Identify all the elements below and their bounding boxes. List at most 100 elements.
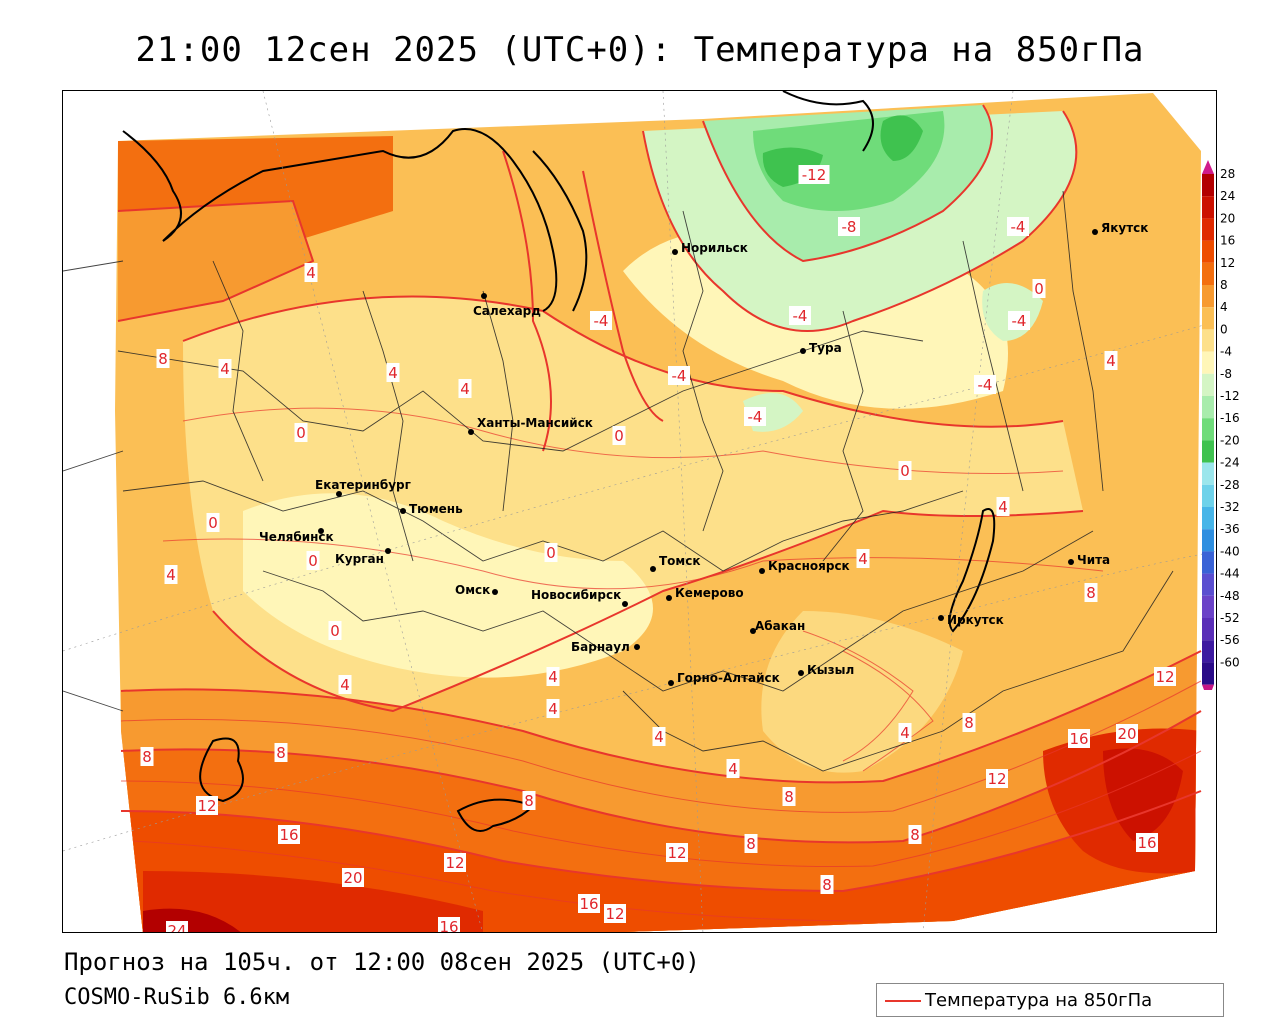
svg-text:8: 8 (910, 826, 920, 844)
isotherm-label: 4 (304, 263, 318, 282)
city-marker[interactable]: Челябинск (259, 528, 334, 544)
isotherm-label: -4 (1008, 311, 1030, 330)
svg-text:16: 16 (579, 895, 598, 913)
isotherm-label: 0 (206, 513, 220, 532)
city-marker[interactable]: Якутск (1092, 221, 1148, 235)
svg-text:-8: -8 (842, 218, 857, 236)
colorbar-tick-label: -44 (1220, 567, 1240, 581)
colorbar-tick-label: -32 (1220, 500, 1240, 514)
city-marker[interactable]: Курган (335, 548, 391, 566)
colorbar-cell (1202, 218, 1214, 241)
isotherm-label: 4 (898, 723, 912, 742)
colorbar-tick-label: 0 (1220, 322, 1228, 336)
colorbar-cell (1202, 551, 1214, 574)
isotherm-label: 0 (544, 543, 558, 562)
city-label: Чита (1077, 553, 1110, 567)
city-marker[interactable]: Кемерово (666, 586, 744, 601)
isotherm-label: 4 (218, 359, 232, 378)
model-name: COSMO-RuSib 6.6км (64, 985, 290, 1010)
city-marker[interactable]: Красноярск (759, 559, 850, 574)
isotherm-label: 16 (278, 825, 300, 844)
svg-text:-4: -4 (594, 312, 609, 330)
city-label: Якутск (1101, 221, 1148, 235)
svg-text:4: 4 (340, 676, 350, 694)
city-marker[interactable]: Абакан (750, 619, 805, 634)
svg-text:4: 4 (548, 700, 558, 718)
city-marker[interactable]: Ханты-Мансийск (468, 416, 593, 435)
isotherm-label: -12 (798, 165, 830, 184)
isotherm-label: 4 (164, 565, 178, 584)
city-marker[interactable]: Норильск (672, 241, 748, 255)
isotherm-label: 16 (1136, 833, 1158, 852)
colorbar-cell (1202, 285, 1214, 308)
isotherm-label: 12 (666, 843, 688, 862)
city-marker[interactable]: Чита (1068, 553, 1110, 567)
svg-text:8: 8 (964, 714, 974, 732)
city-marker[interactable]: Горно-Алтайск (668, 671, 780, 686)
city-marker[interactable]: Иркутск (938, 613, 1004, 627)
isotherm-thin-contours (120, 407, 1202, 922)
temperature-map[interactable]: Салехард Норильск Якутск Тура Ханты-Манс… (62, 90, 1217, 933)
colorbar-cell (1202, 307, 1214, 330)
svg-text:0: 0 (900, 462, 910, 480)
city-label: Барнаул (571, 640, 630, 654)
city-marker[interactable]: Барнаул (571, 640, 640, 654)
isotherm-label: 12 (1154, 667, 1176, 686)
colorbar-tick-label: 20 (1220, 211, 1235, 225)
colorbar-cell (1202, 484, 1214, 507)
isotherm-label: 4 (458, 379, 472, 398)
isotherm-label: 20 (1116, 724, 1138, 743)
svg-text:8: 8 (524, 792, 534, 810)
isotherm-label: 4 (996, 497, 1010, 516)
isotherm-label: 0 (898, 461, 912, 480)
city-marker[interactable]: Томск (650, 554, 701, 572)
city-label: Томск (659, 554, 701, 568)
legend-line-swatch (885, 1000, 921, 1002)
city-label: Горно-Алтайск (677, 671, 780, 685)
svg-text:12: 12 (667, 844, 686, 862)
city-label: Тюмень (409, 502, 463, 516)
svg-text:0: 0 (1034, 280, 1044, 298)
isotherm-label: 4 (856, 549, 870, 568)
city-label: Красноярск (768, 559, 850, 573)
svg-text:12: 12 (445, 854, 464, 872)
city-marker[interactable]: Салехард (473, 293, 541, 318)
city-marker[interactable]: Тура (800, 341, 842, 355)
isotherm-labels: -12 -8 -4 -4 -4 -4 -4 -4 -4 0 0 0 0 0 0 … (140, 165, 1176, 932)
isotherm-label: -4 (1007, 217, 1029, 236)
colorbar-tick-label: -52 (1220, 611, 1240, 625)
svg-text:16: 16 (1137, 834, 1156, 852)
temperature-colorbar: 28 24 20 16 12 8 4 0 -4 -8 -12 -16 -20 -24 -28 -32 -36 -4… (1200, 160, 1280, 701)
colorbar-cell (1202, 640, 1214, 663)
isotherm-label: 8 (140, 747, 154, 766)
svg-text:4: 4 (220, 360, 230, 378)
isotherm-label: 24 (166, 921, 188, 932)
svg-text:4: 4 (306, 264, 316, 282)
colorbar-cell (1202, 329, 1214, 352)
colorbar-tick-label: 28 (1220, 167, 1235, 181)
colorbar-tick-label: -60 (1220, 655, 1240, 669)
city-label: Курган (335, 552, 384, 566)
svg-text:4: 4 (900, 724, 910, 742)
svg-text:-4: -4 (1011, 218, 1026, 236)
city-marker[interactable]: Екатеринбург (315, 478, 411, 497)
city-marker[interactable]: Тюмень (400, 502, 463, 516)
isotherm-label: 8 (156, 349, 170, 368)
temperature-fill-layer (115, 93, 1201, 932)
svg-text:8: 8 (1086, 584, 1096, 602)
svg-text:12: 12 (197, 797, 216, 815)
isotherm-label: -4 (789, 306, 811, 325)
svg-text:12: 12 (987, 770, 1006, 788)
city-label: Екатеринбург (315, 478, 411, 492)
city-marker[interactable]: Кызыл (798, 663, 854, 677)
city-label: Кемерово (675, 586, 744, 600)
svg-text:-4: -4 (1012, 312, 1027, 330)
svg-text:8: 8 (784, 788, 794, 806)
city-marker[interactable]: Омск (455, 583, 498, 597)
city-label: Абакан (755, 619, 805, 633)
svg-text:12: 12 (1155, 668, 1174, 686)
isotherm-label: 12 (444, 853, 466, 872)
isotherm-label: 0 (612, 426, 626, 445)
city-marker[interactable]: Новосибирск (531, 588, 628, 607)
isotherm-label: 4 (386, 363, 400, 382)
